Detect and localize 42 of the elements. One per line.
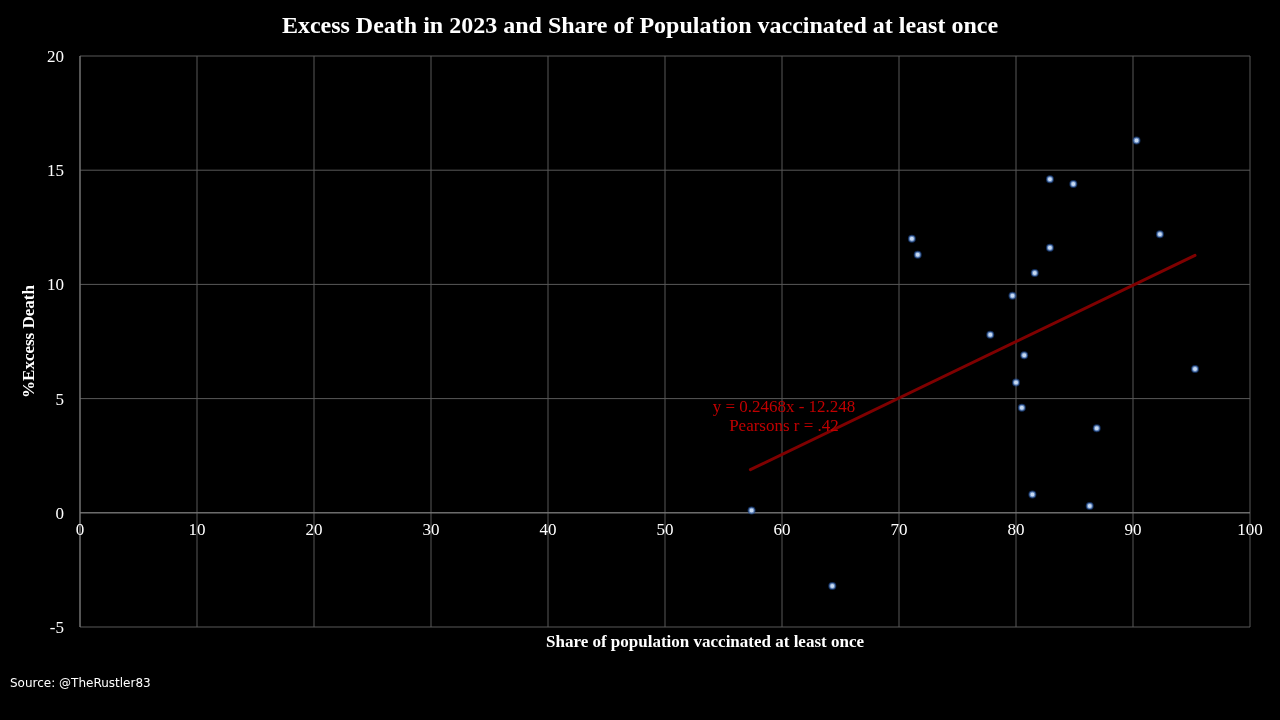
y-tick-label: 5 <box>55 389 64 409</box>
x-tick-label: 40 <box>539 519 557 539</box>
y-tick-label: 0 <box>55 503 64 523</box>
x-tick-label: 10 <box>188 519 206 539</box>
point <box>1045 175 1054 184</box>
y-tick-label: 20 <box>47 47 64 66</box>
point <box>1030 268 1039 277</box>
x-tick-label: 80 <box>1007 519 1025 539</box>
x-axis-title: Share of population vaccinated at least once <box>546 632 865 651</box>
annotation: y = 0.2468x - 12.248 <box>712 397 856 416</box>
point <box>1012 378 1020 387</box>
point <box>1132 136 1141 145</box>
y-tick-label: -5 <box>49 618 64 637</box>
x-tick-label: 0 <box>75 519 85 539</box>
point <box>1191 364 1200 373</box>
y-tick-label: 15 <box>47 161 64 181</box>
x-tick-label: 60 <box>773 519 791 539</box>
x-tick-label: 20 <box>305 519 323 539</box>
point <box>1069 179 1078 188</box>
point <box>913 250 922 259</box>
x-tick-label: 90 <box>1124 519 1142 539</box>
source-note: Source: @TheRustler83 <box>10 676 151 690</box>
point <box>1085 501 1094 510</box>
chart-title: Excess Death in 2023 and Share of Population vaccinated at least once <box>281 12 999 38</box>
point <box>1017 403 1026 412</box>
point <box>1045 243 1054 252</box>
annotation: Pearsons r = .42 <box>729 416 839 435</box>
point <box>1008 291 1017 300</box>
point <box>1092 424 1101 433</box>
x-tick-label: 30 <box>422 519 440 539</box>
point <box>986 330 995 339</box>
x-tick-label: 100 <box>1237 519 1263 539</box>
point <box>1020 351 1029 360</box>
point <box>907 234 916 243</box>
x-tick-label: 70 <box>890 519 908 539</box>
y-tick-label: 10 <box>47 275 64 295</box>
point <box>1028 490 1037 499</box>
point <box>747 506 756 515</box>
x-tick-label: 50 <box>656 519 674 539</box>
point <box>828 581 837 590</box>
point <box>1155 230 1164 239</box>
y-axis-title: %Excess Death <box>19 284 38 398</box>
